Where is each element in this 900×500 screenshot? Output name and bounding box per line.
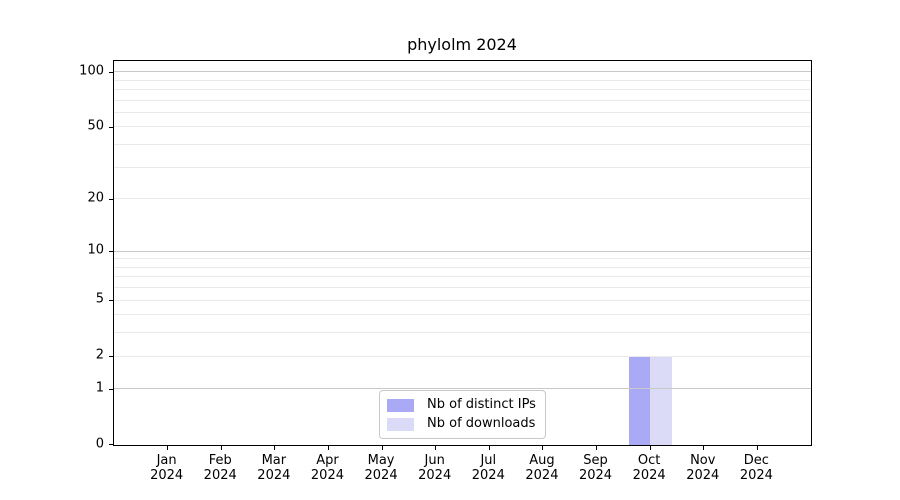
y-tick-label: 100 — [79, 63, 104, 79]
x-tick-label: Aug 2024 — [525, 453, 559, 483]
minor-gridline — [114, 266, 811, 268]
y-tick-label: 20 — [87, 190, 104, 206]
y-tick-mark — [109, 356, 113, 358]
y-tick-label: 5 — [95, 291, 104, 307]
x-tick-mark — [220, 446, 222, 450]
x-tick-label: Mar 2024 — [257, 453, 291, 483]
minor-gridline — [114, 89, 811, 91]
legend-label-distinct-ips: Nb of distinct IPs — [427, 397, 536, 412]
y-tick-mark — [109, 71, 113, 73]
minor-gridline — [114, 111, 811, 113]
minor-gridline — [114, 79, 811, 81]
x-tick-mark — [649, 446, 651, 450]
y-tick-label: 10 — [87, 242, 104, 258]
x-tick-label: May 2024 — [364, 453, 398, 483]
legend-label-downloads: Nb of downloads — [427, 416, 536, 431]
y-axis: 0 1 2 5 10 20 50 100 — [0, 60, 104, 450]
x-tick-label: Apr 2024 — [310, 453, 344, 483]
y-tick-mark — [109, 198, 113, 200]
minor-gridline — [114, 287, 811, 289]
legend-item-downloads: Nb of downloads — [387, 417, 536, 431]
y-tick-label: 50 — [87, 118, 104, 134]
y-tick-mark — [109, 444, 113, 445]
minor-gridline — [114, 276, 811, 278]
minor-gridline — [114, 166, 811, 168]
plot-area: Nb of distinct IPs Nb of downloads — [109, 60, 812, 450]
x-tick-mark — [381, 446, 383, 450]
x-tick-mark — [542, 446, 544, 450]
x-tick-mark — [596, 446, 598, 450]
legend-swatch-downloads — [387, 417, 414, 431]
x-tick-mark — [167, 446, 169, 450]
minor-gridline — [114, 144, 811, 146]
minor-gridline — [114, 314, 811, 316]
minor-gridline — [114, 126, 811, 128]
y-tick-mark — [109, 388, 113, 390]
bar-nb-of-distinct-ips — [628, 356, 651, 445]
major-gridline — [114, 250, 811, 252]
x-tick-label: Jul 2024 — [471, 453, 505, 483]
x-tick-mark — [435, 446, 437, 450]
minor-gridline — [114, 258, 811, 260]
y-tick-label: 0 — [95, 436, 104, 452]
x-tick-label: Jun 2024 — [418, 453, 452, 483]
minor-gridline — [114, 99, 811, 101]
bar-nb-of-downloads — [650, 356, 672, 445]
legend: Nb of distinct IPs Nb of downloads — [379, 390, 546, 439]
y-tick-mark — [109, 126, 113, 128]
x-tick-mark — [327, 446, 329, 450]
major-gridline — [114, 71, 811, 73]
x-tick-label: Nov 2024 — [686, 453, 720, 483]
x-tick-label: Jan 2024 — [150, 453, 184, 483]
x-tick-mark — [274, 446, 276, 450]
y-tick-label: 1 — [95, 380, 104, 396]
x-tick-label: Feb 2024 — [203, 453, 237, 483]
minor-gridline — [114, 198, 811, 200]
x-axis: Jan 2024 Feb 2024 Mar 2024 Apr 2024 May 2024 Jun 20… — [113, 453, 811, 487]
y-tick-mark — [109, 251, 113, 253]
x-tick-mark — [488, 446, 490, 450]
x-tick-mark — [756, 446, 758, 450]
chart-title: phylolm 2024 — [407, 35, 517, 54]
minor-gridline — [114, 299, 811, 301]
y-tick-mark — [109, 300, 113, 302]
x-tick-label: Dec 2024 — [739, 453, 773, 483]
legend-swatch-distinct-ips — [387, 398, 414, 412]
y-tick-label: 2 — [95, 347, 104, 363]
x-tick-label: Oct 2024 — [632, 453, 666, 483]
x-tick-mark — [703, 446, 705, 450]
minor-gridline — [114, 355, 811, 357]
x-tick-label: Sep 2024 — [578, 453, 613, 483]
minor-gridline — [114, 332, 811, 334]
major-gridline — [114, 388, 811, 390]
legend-item-distinct-ips: Nb of distinct IPs — [387, 398, 536, 412]
